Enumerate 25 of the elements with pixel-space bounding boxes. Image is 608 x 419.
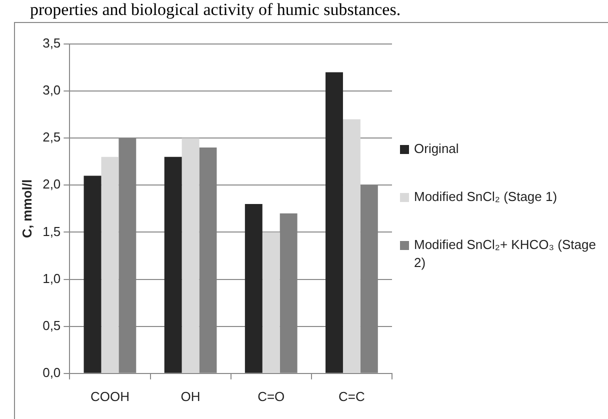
- x-tick-label: C=C: [338, 388, 365, 404]
- y-tick-label: 0,0: [42, 364, 61, 380]
- y-tick-label: 1,0: [42, 270, 61, 286]
- text: properties and biological activity of humic substances.: [30, 0, 401, 20]
- y-tick-label: 3,5: [42, 36, 61, 51]
- y-tick-label: 3,0: [42, 82, 61, 98]
- y-tick-label: 0,5: [42, 318, 61, 333]
- bar: [342, 119, 360, 373]
- x-tick-label: COOH: [90, 388, 130, 404]
- bar: [84, 176, 102, 373]
- bar: [244, 204, 262, 373]
- bar: [326, 72, 343, 373]
- x-tick-label: C=O: [258, 388, 285, 404]
- bar: [182, 138, 200, 373]
- legend-label: Modified SnCl₂+ KHCO₃ (Stage 2): [414, 236, 597, 272]
- y-axis-title: C, mmol/l: [19, 179, 34, 238]
- legend-label: Modified SnCl₂ (Stage 1): [414, 188, 558, 206]
- bar: [101, 156, 119, 373]
- bar: [262, 232, 280, 373]
- x-tick-label: OH: [180, 388, 200, 404]
- y-tick-label: 1,5: [42, 224, 61, 239]
- legend-label: Original: [414, 140, 459, 158]
- y-tick-label: 2,5: [42, 130, 61, 145]
- bar: [164, 156, 182, 373]
- y-tick-label: 2,0: [42, 176, 61, 192]
